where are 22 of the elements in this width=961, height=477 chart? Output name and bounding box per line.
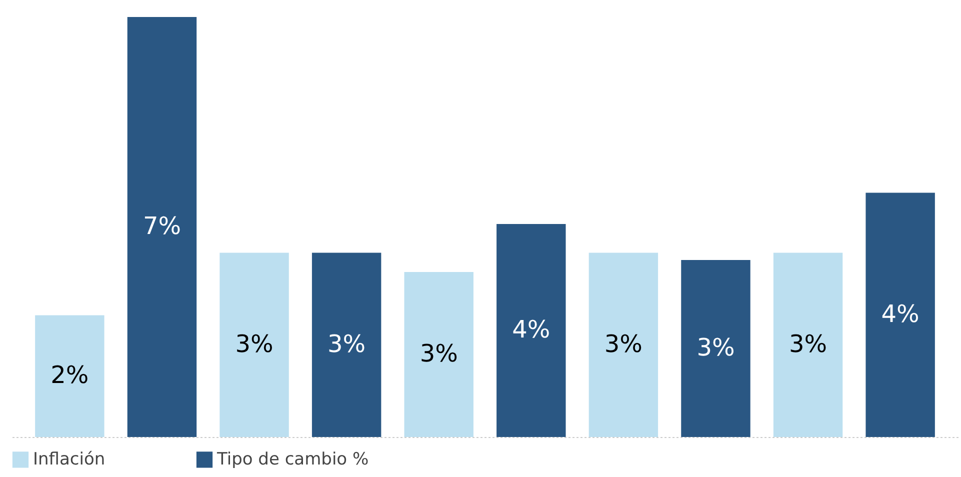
data-label: 7% (142, 212, 182, 240)
legend-label: Tipo de cambio % (216, 450, 369, 470)
bar (404, 272, 474, 437)
bar (588, 252, 658, 437)
data-label: 3% (696, 334, 735, 362)
data-label: 3% (420, 340, 458, 368)
data-label: 4% (512, 316, 550, 344)
bar (866, 192, 935, 437)
bar (220, 252, 289, 437)
bar (681, 260, 750, 437)
data-label: 4% (881, 300, 920, 328)
bar (127, 17, 197, 437)
bar (773, 252, 843, 437)
bar (312, 252, 382, 437)
data-label: 2% (50, 361, 89, 390)
legend-label: Inflación (33, 450, 106, 470)
bar (35, 315, 104, 437)
data-label: 3% (235, 330, 274, 358)
data-label: 3% (604, 330, 642, 358)
bar (496, 224, 566, 437)
data-label: 3% (328, 330, 366, 358)
data-label: 3% (788, 330, 828, 358)
